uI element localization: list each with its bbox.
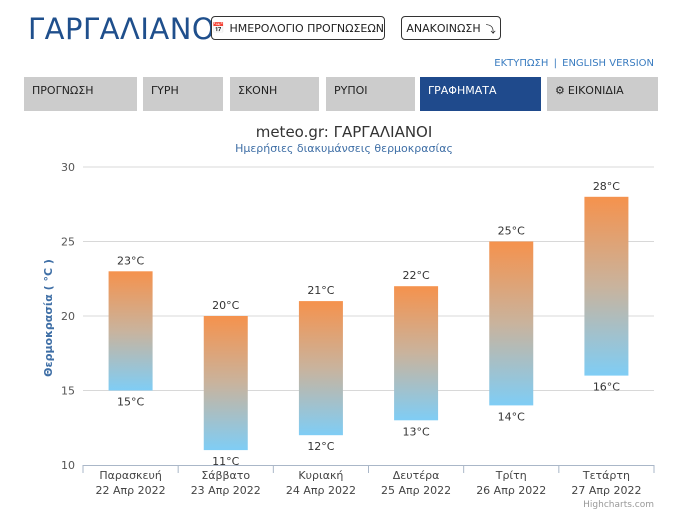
forecast-calendar-label: ΗΜΕΡΟΛΟΓΙΟ ΠΡΟΓΝΩΣΕΩΝ xyxy=(229,21,385,35)
x-tick-day: Σάββατο xyxy=(201,469,250,482)
low-temp-label: 16°C xyxy=(593,381,620,394)
announcement-button[interactable]: ΑΝΑΚΟΙΝΩΣΗ ⤵ xyxy=(401,16,501,40)
tab-pollutants[interactable]: ΡΥΠΟΙ xyxy=(326,77,415,111)
tab-icons-label: ΕΙΚΟΝΙΔΙΑ xyxy=(567,84,624,97)
arrow-icon: ⤵ xyxy=(485,24,496,36)
bars xyxy=(108,196,629,451)
low-temp-label: 14°C xyxy=(498,410,525,423)
temperature-range-bar[interactable] xyxy=(394,286,439,421)
forecast-calendar-button[interactable]: 📅 ΗΜΕΡΟΛΟΓΙΟ ΠΡΟΓΝΩΣΕΩΝ xyxy=(211,16,385,40)
announcement-label: ΑΝΑΚΟΙΝΩΣΗ xyxy=(406,21,481,35)
temperature-chart: meteo.gr: ΓΑΡΓΑΛΙΑΝΟΙ Ημερήσιες διακυμάν… xyxy=(42,123,655,510)
gear-icon: ⚙ xyxy=(555,84,565,97)
x-tick-date: 27 Απρ 2022 xyxy=(571,484,641,497)
x-tick-day: Δευτέρα xyxy=(393,469,440,482)
x-tick-date: 24 Απρ 2022 xyxy=(286,484,356,497)
tab-pollen-label: ΓΥΡΗ xyxy=(151,84,179,97)
temperature-range-bar[interactable] xyxy=(108,271,153,391)
temperature-range-bar[interactable] xyxy=(489,241,534,406)
header-links: ΕΚΤΥΠΩΣΗ | ENGLISH VERSION xyxy=(494,58,654,69)
tab-charts-label: ΓΡΑΦΗΜΑΤΑ xyxy=(428,84,497,97)
temperature-range-bar[interactable] xyxy=(203,316,248,451)
print-link[interactable]: ΕΚΤΥΠΩΣΗ xyxy=(494,58,549,69)
chart-credit[interactable]: Highcharts.com xyxy=(583,500,654,510)
high-temp-label: 23°C xyxy=(117,254,144,267)
x-tick-date: 22 Απρ 2022 xyxy=(96,484,166,497)
temperature-range-bar[interactable] xyxy=(298,301,343,436)
y-tick-label: 20 xyxy=(61,310,75,323)
x-tick-day: Τρίτη xyxy=(495,469,527,482)
calendar-icon: 📅 xyxy=(211,22,225,34)
tab-pollutants-label: ΡΥΠΟΙ xyxy=(334,84,368,97)
x-tick-date: 25 Απρ 2022 xyxy=(381,484,451,497)
chart-title: meteo.gr: ΓΑΡΓΑΛΙΑΝΟΙ xyxy=(256,123,433,141)
page-title: ΓΑΡΓΑΛΙΑΝΟΙ xyxy=(28,12,225,46)
y-axis-ticks: 10 15 20 25 30 xyxy=(61,161,75,472)
x-axis: Παρασκευή 22 Απρ 2022 Σάββατο 23 Απρ 2022 Κυ… xyxy=(82,465,655,497)
y-tick-label: 30 xyxy=(61,161,75,174)
x-tick-date: 23 Απρ 2022 xyxy=(191,484,261,497)
x-tick-day: Κυριακή xyxy=(298,469,343,482)
y-tick-label: 15 xyxy=(61,385,75,398)
y-axis-title: Θερμοκρασία ( °C ) xyxy=(42,259,55,377)
y-tick-label: 10 xyxy=(61,459,75,472)
low-temp-label: 13°C xyxy=(402,425,429,438)
english-version-link[interactable]: ENGLISH VERSION xyxy=(562,58,654,69)
data-labels: 23°C 15°C 20°C 11°C 21°C 12°C 22°C 13°C 25°C 14°C… xyxy=(117,180,620,468)
low-temp-label: 11°C xyxy=(212,455,239,468)
tab-charts[interactable]: ΓΡΑΦΗΜΑΤΑ xyxy=(420,77,541,111)
tab-dust-label: ΣΚΟΝΗ xyxy=(238,84,278,97)
x-tick-date: 26 Απρ 2022 xyxy=(476,484,546,497)
tab-forecast[interactable]: ΠΡΟΓΝΩΣΗ xyxy=(24,77,137,111)
temperature-range-bar[interactable] xyxy=(584,196,629,376)
grid-lines xyxy=(83,166,654,391)
low-temp-label: 15°C xyxy=(117,396,144,409)
tab-dust[interactable]: ΣΚΟΝΗ xyxy=(230,77,319,111)
high-temp-label: 25°C xyxy=(498,225,525,238)
y-tick-label: 25 xyxy=(61,236,75,249)
high-temp-label: 20°C xyxy=(212,299,239,312)
x-tick-day: Τετάρτη xyxy=(582,469,630,482)
tab-forecast-label: ΠΡΟΓΝΩΣΗ xyxy=(32,84,94,97)
high-temp-label: 22°C xyxy=(402,269,429,282)
x-tick-day: Παρασκευή xyxy=(99,469,162,482)
link-separator: | xyxy=(553,58,557,69)
high-temp-label: 21°C xyxy=(307,284,334,297)
high-temp-label: 28°C xyxy=(593,180,620,193)
tab-icons[interactable]: ⚙ ΕΙΚΟΝΙΔΙΑ xyxy=(547,77,658,111)
tab-pollen[interactable]: ΓΥΡΗ xyxy=(143,77,223,111)
low-temp-label: 12°C xyxy=(307,440,334,453)
chart-subtitle: Ημερήσιες διακυμάνσεις θερμοκρασίας xyxy=(235,142,453,155)
